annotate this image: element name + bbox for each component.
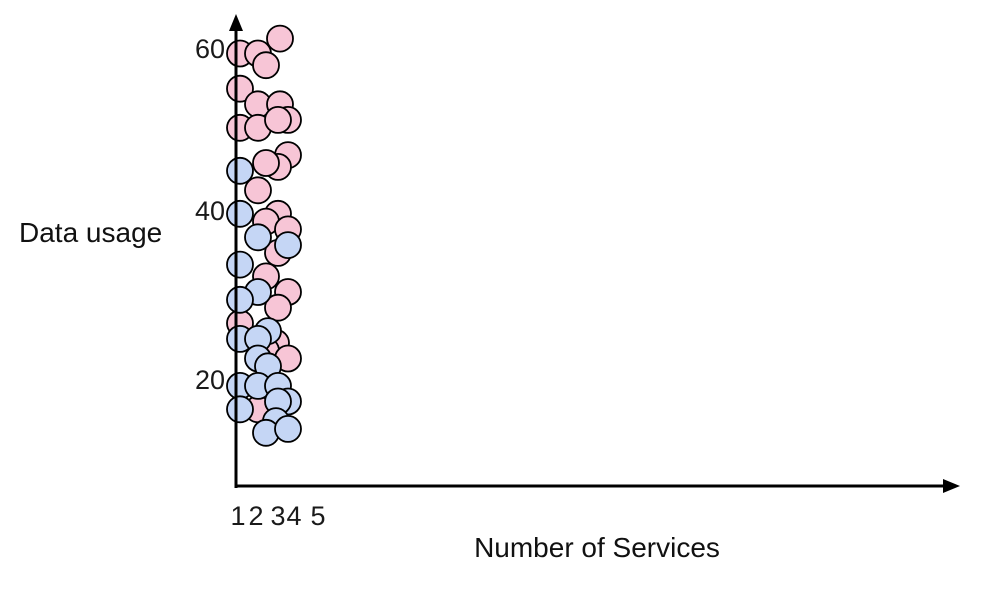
blue-point-4 [226, 250, 254, 279]
pink-point-13 [252, 149, 280, 177]
y-tick-label-20: 20 [195, 365, 225, 395]
x-tick-label-3: 3 [270, 501, 285, 531]
pink-point-10 [264, 106, 292, 134]
y-axis-arrow-icon [229, 14, 243, 31]
pink-point-4 [226, 74, 254, 103]
y-tick-label-40: 40 [195, 196, 225, 226]
y-axis-label: Data usage [19, 217, 162, 248]
pink-point-14 [244, 176, 272, 205]
pink-point-3 [252, 51, 280, 80]
x-tick-label-4: 4 [286, 501, 301, 531]
blue-point-3 [274, 231, 302, 260]
y-tick-label-60: 60 [195, 34, 225, 64]
blue-point-16 [226, 395, 254, 424]
x-tick-label-1: 1 [230, 501, 245, 531]
x-axis-arrow-icon [943, 479, 960, 493]
blue-point-2 [244, 223, 272, 252]
blue-point-1 [226, 199, 254, 228]
x-axis-label: Number of Services [474, 532, 720, 563]
pink-point-2 [266, 24, 294, 53]
x-tick-label-5: 5 [310, 501, 325, 531]
points-layer [226, 24, 302, 447]
pink-point-21 [264, 293, 292, 322]
blue-point-0 [226, 156, 254, 185]
blue-point-6 [226, 285, 254, 314]
x-tick-label-2: 2 [248, 501, 263, 531]
blue-point-20 [274, 414, 302, 443]
